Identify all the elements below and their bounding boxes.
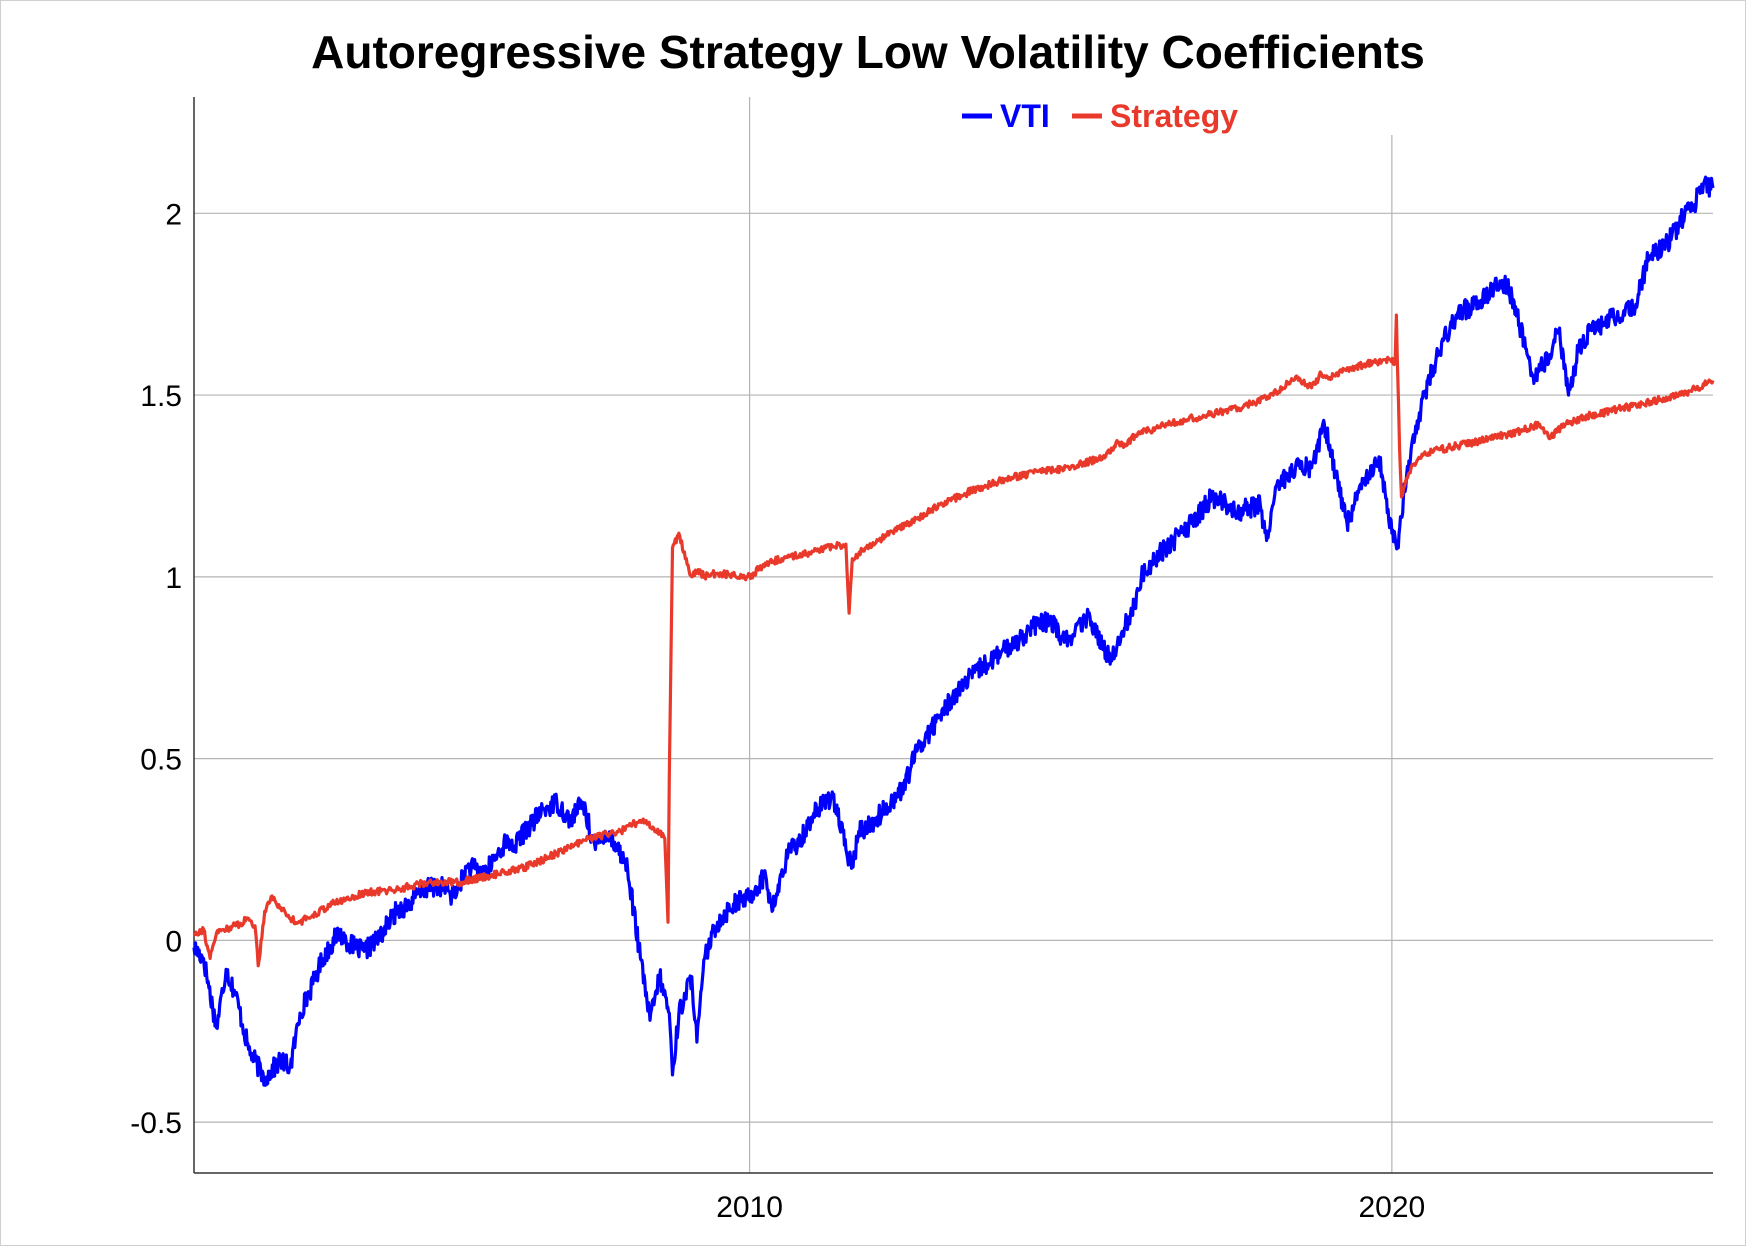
legend-label-vti: VTI — [1000, 98, 1050, 134]
y-tick-label: -0.5 — [130, 1107, 182, 1140]
x-tick-label: 2010 — [716, 1191, 783, 1224]
series-line-strategy — [192, 313, 1715, 968]
series-line-vti — [192, 175, 1715, 1087]
x-tick-label: 2020 — [1358, 1191, 1425, 1224]
y-axis-ticks: -0.5 0 0.5 1 1.5 2 — [130, 198, 182, 1140]
axes — [193, 97, 1713, 1174]
y-tick-label: 1.5 — [140, 380, 182, 413]
series-lines — [192, 175, 1715, 1087]
legend-label-strategy: Strategy — [1110, 98, 1238, 134]
y-tick-label: 1 — [165, 562, 182, 595]
y-tick-label: 0.5 — [140, 744, 182, 777]
chart-title: Autoregressive Strategy Low Volatility C… — [311, 26, 1425, 78]
y-tick-label: 0 — [165, 925, 182, 958]
x-axis-ticks: 2010 2020 — [716, 1191, 1425, 1224]
grid-lines — [194, 97, 1713, 1173]
legend: VTI Strategy — [962, 98, 1238, 134]
y-tick-label: 2 — [165, 198, 182, 231]
